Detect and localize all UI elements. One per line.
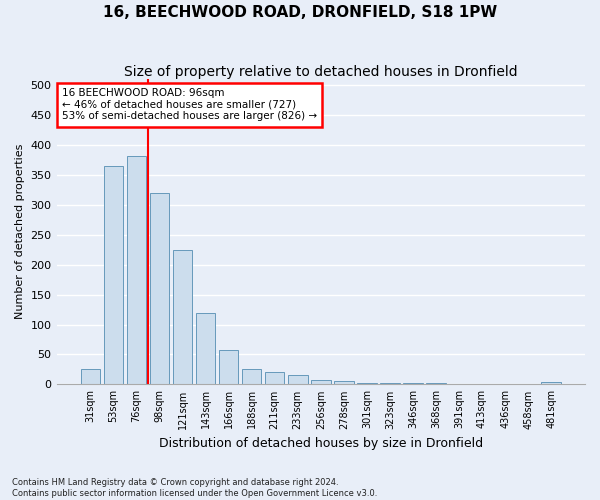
Y-axis label: Number of detached properties: Number of detached properties — [15, 144, 25, 320]
Bar — [288, 376, 308, 384]
Text: 16 BEECHWOOD ROAD: 96sqm
← 46% of detached houses are smaller (727)
53% of semi-: 16 BEECHWOOD ROAD: 96sqm ← 46% of detach… — [62, 88, 317, 122]
Bar — [219, 350, 238, 384]
Bar — [242, 370, 262, 384]
Bar — [311, 380, 331, 384]
Bar — [357, 382, 377, 384]
Bar — [380, 383, 400, 384]
Text: 16, BEECHWOOD ROAD, DRONFIELD, S18 1PW: 16, BEECHWOOD ROAD, DRONFIELD, S18 1PW — [103, 5, 497, 20]
Bar — [104, 166, 123, 384]
Bar — [541, 382, 561, 384]
Bar — [403, 383, 423, 384]
Bar — [265, 372, 284, 384]
Bar — [149, 193, 169, 384]
Bar — [426, 383, 446, 384]
Text: Contains HM Land Registry data © Crown copyright and database right 2024.
Contai: Contains HM Land Registry data © Crown c… — [12, 478, 377, 498]
Bar — [173, 250, 193, 384]
Bar — [196, 312, 215, 384]
Bar — [80, 370, 100, 384]
Bar — [334, 382, 353, 384]
X-axis label: Distribution of detached houses by size in Dronfield: Distribution of detached houses by size … — [159, 437, 483, 450]
Title: Size of property relative to detached houses in Dronfield: Size of property relative to detached ho… — [124, 65, 518, 79]
Bar — [127, 156, 146, 384]
